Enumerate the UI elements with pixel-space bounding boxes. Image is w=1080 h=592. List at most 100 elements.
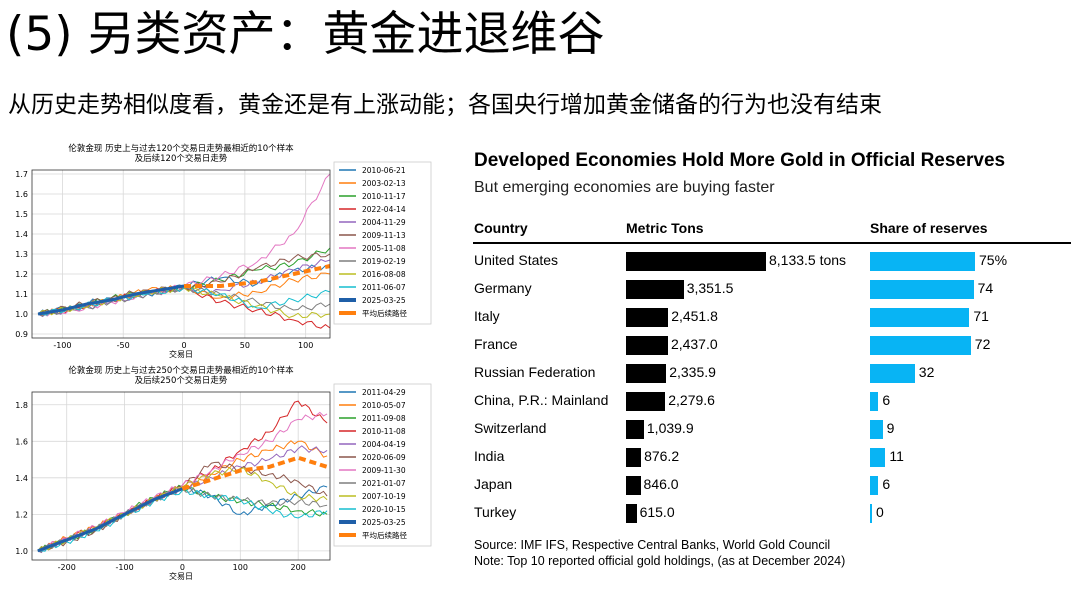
metric-tons-bar — [626, 420, 644, 439]
chart-title-line: 伦敦金现 历史上与过去120个交易日走势最相近的10个样本 — [68, 143, 294, 154]
share-of-reserves-label: 9 — [886, 420, 895, 436]
country-name: Japan — [474, 476, 513, 492]
country-name: Germany — [474, 280, 532, 296]
legend-label: 2025-03-25 — [362, 296, 406, 305]
share-of-reserves-bar — [870, 448, 886, 467]
chart-title-line: 及后续120个交易日走势 — [135, 153, 228, 164]
series-line-highlight — [37, 284, 185, 316]
metric-tons-bar — [626, 280, 684, 299]
series-line-average — [181, 455, 328, 491]
legend-label: 2019-02-19 — [362, 257, 406, 266]
share-of-reserves-bar — [870, 504, 872, 523]
series-line-highlight — [37, 487, 183, 553]
table-source-note: Source: IMF IFS, Respective Central Bank… — [474, 537, 845, 569]
metric-tons-label: 2,437.0 — [670, 336, 718, 352]
legend-label: 2007-10-19 — [362, 492, 406, 501]
share-of-reserves-bar — [870, 336, 971, 355]
chart-title-line: 伦敦金现 历史上与过去250个交易日走势最相近的10个样本 — [68, 365, 294, 376]
country-name: France — [474, 336, 518, 352]
y-tick-label: 1.0 — [15, 547, 28, 556]
table-row: Turkey 615.0 0 — [471, 500, 1071, 528]
metric-tons-label: 615.0 — [639, 504, 675, 520]
y-tick-label: 1.7 — [15, 170, 28, 179]
x-tick-label: -50 — [117, 341, 130, 350]
legend-box — [333, 161, 432, 325]
metric-tons-label: 2,279.6 — [668, 392, 715, 408]
metric-tons-bar — [626, 364, 667, 383]
share-of-reserves-label: 72 — [974, 336, 991, 352]
country-name: Russian Federation — [474, 364, 596, 380]
x-tick-label: 0 — [181, 341, 186, 350]
country-name: Italy — [474, 308, 500, 324]
metric-tons-label: 876.2 — [644, 448, 680, 464]
metric-tons-bar — [626, 392, 666, 411]
y-tick-label: 1.1 — [15, 290, 28, 299]
y-tick-label: 1.6 — [15, 437, 28, 446]
table-title: Developed Economies Hold More Gold in Of… — [474, 150, 1006, 171]
legend-label: 2010-11-17 — [362, 192, 406, 201]
legend-label: 平均后续路径 — [362, 308, 407, 318]
legend-label: 2020-10-15 — [362, 505, 406, 514]
legend-label: 2009-11-13 — [362, 231, 406, 240]
table-row: Switzerland 1,039.9 9 — [471, 416, 1071, 444]
x-axis-label: 交易日 — [169, 349, 193, 358]
source-text: Source: IMF IFS, Respective Central Bank… — [474, 538, 831, 552]
metric-tons-bar — [626, 504, 637, 523]
metric-tons-label: 2,335.9 — [669, 364, 716, 380]
x-tick-label: -100 — [53, 341, 71, 350]
metric-tons-label: 3,351.5 — [686, 280, 734, 296]
series-line — [37, 487, 328, 553]
chart-120-day-panel: 伦敦金现 历史上与过去120个交易日走势最相近的10个样本 及后续120个交易日走… — [4, 140, 436, 358]
plot-frame — [31, 391, 331, 561]
share-of-reserves-label: 0 — [876, 504, 884, 520]
country-name: United States — [474, 252, 559, 268]
column-header-country: Country — [474, 220, 528, 236]
chart-120-day: 伦敦金现 历史上与过去120个交易日走势最相近的10个样本及后续120个交易日走… — [15, 143, 432, 358]
metric-tons-label: 846.0 — [643, 476, 679, 492]
table-row: United States 8,133.5 tons 75% — [471, 248, 1071, 276]
legend-label: 2010-06-21 — [362, 166, 406, 175]
series-line — [37, 488, 328, 552]
share-of-reserves-label: 6 — [882, 392, 891, 408]
chart-title-line: 及后续250个交易日走势 — [135, 375, 228, 386]
share-of-reserves-label: 6 — [882, 476, 891, 492]
table-row: China, P.R.: Mainland 2,279.6 6 — [471, 388, 1071, 416]
y-tick-label: 1.8 — [15, 401, 28, 410]
metric-tons-label: 8,133.5 tons — [769, 252, 847, 268]
legend-label: 2010-05-07 — [362, 401, 406, 410]
column-header-metric-tons: Metric Tons — [626, 220, 704, 236]
x-axis-label: 交易日 — [169, 571, 193, 580]
legend-label: 2004-04-19 — [362, 440, 406, 449]
header-rule — [473, 242, 1071, 244]
legend-label: 2025-03-25 — [362, 518, 406, 527]
y-tick-label: 1.4 — [15, 230, 28, 239]
plot-frame — [31, 169, 331, 339]
share-of-reserves-bar — [870, 252, 975, 271]
metric-tons-bar — [626, 448, 642, 467]
share-of-reserves-bar — [870, 392, 879, 411]
legend-label: 2016-08-08 — [362, 270, 406, 279]
country-name: Switzerland — [474, 420, 547, 436]
legend-label: 2009-11-30 — [362, 466, 406, 475]
share-of-reserves-label: 11 — [889, 448, 904, 464]
slide-title: (5) 另类资产：黄金进退维谷 — [6, 7, 605, 62]
metric-tons-label: 1,039.9 — [646, 420, 694, 436]
legend-label: 2010-11-08 — [362, 427, 406, 436]
legend-box — [333, 383, 432, 547]
gold-reserves-table: Developed Economies Hold More Gold in Of… — [471, 140, 1071, 580]
note-text: Note: Top 10 reported official gold hold… — [474, 554, 846, 568]
metric-tons-bar — [626, 308, 669, 327]
x-tick-label: 100 — [298, 341, 313, 350]
metric-tons-bar — [626, 476, 641, 495]
legend-label: 平均后续路径 — [362, 530, 407, 540]
share-of-reserves-bar — [870, 476, 879, 495]
x-tick-label: 0 — [180, 563, 185, 572]
y-tick-label: 1.5 — [15, 210, 28, 219]
legend-label: 2011-06-07 — [362, 283, 406, 292]
metric-tons-bar — [626, 252, 766, 271]
country-name: China, P.R.: Mainland — [474, 392, 609, 408]
table-row: India 876.2 11 — [471, 444, 1071, 472]
slide-subtitle: 从历史走势相似度看，黄金还是有上涨动能；各国央行增加黄金储备的行为也没有结束 — [8, 92, 882, 118]
legend-label: 2021-01-07 — [362, 479, 406, 488]
legend-label: 2020-06-09 — [362, 453, 406, 462]
